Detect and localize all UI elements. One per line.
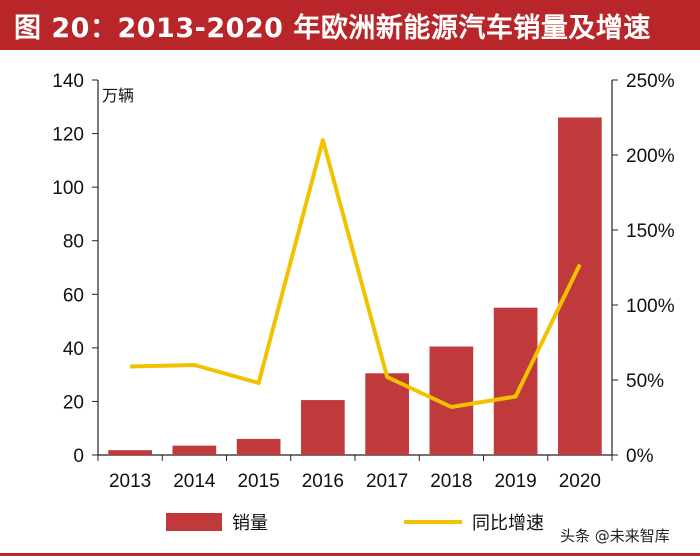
x-tick-label: 2018 xyxy=(430,471,472,492)
bar-sales-2015 xyxy=(236,438,281,455)
y-left-tick-label: 40 xyxy=(63,339,84,360)
y-right-tick-label: 150% xyxy=(626,221,675,242)
bar-sales-2019 xyxy=(493,307,538,455)
bar-series-sales xyxy=(108,117,602,455)
legend: 销量 同比增速 xyxy=(166,513,544,534)
y-right-tick-label: 250% xyxy=(626,71,675,92)
y-left-tick-label: 100 xyxy=(52,178,84,199)
bar-sales-2016 xyxy=(301,400,345,455)
x-axis: 2013 2014 2015 2016 2017 2018 2019 2020 xyxy=(97,454,613,492)
x-tick-label: 2019 xyxy=(494,471,536,492)
y-right-tick-label: 0% xyxy=(626,446,654,467)
y-left-tick-label: 60 xyxy=(63,285,84,306)
legend-swatch-sales xyxy=(166,513,222,531)
y-left-tick-label: 80 xyxy=(63,232,84,253)
y-axis-left: 0 20 40 60 80 100 120 140 xyxy=(52,71,99,467)
x-tick-label: 2020 xyxy=(559,471,601,492)
y-right-tick-label: 200% xyxy=(626,146,675,167)
y-right-tick-label: 50% xyxy=(626,371,664,392)
y-axis-right: 0% 50% 100% 150% 200% 250% xyxy=(611,71,675,467)
legend-label-sales: 销量 xyxy=(232,513,268,534)
watermark-text: 头条 @未来智库 xyxy=(560,525,670,546)
chart-svg: 0 20 40 60 80 100 120 140 0% 50% 100% 150% 200% 250%… xyxy=(52,71,675,534)
x-tick-label: 2013 xyxy=(109,471,151,492)
chart-title: 图 20：2013-2020 年欧洲新能源汽车销量及增速 xyxy=(0,0,700,50)
y-axis-unit-label: 万辆 xyxy=(102,86,134,105)
y-left-tick-label: 140 xyxy=(52,71,84,92)
bar-sales-2017 xyxy=(365,373,409,455)
legend-label-growth: 同比增速 xyxy=(472,513,544,534)
x-tick-label: 2017 xyxy=(366,471,408,492)
growth-line xyxy=(130,138,582,409)
bar-sales-2013 xyxy=(108,450,152,455)
bar-sales-2020 xyxy=(558,117,602,455)
x-tick-label: 2016 xyxy=(302,471,344,492)
bottom-divider xyxy=(0,553,700,556)
line-series-growth xyxy=(130,138,582,409)
bar-sales-2014 xyxy=(172,445,217,455)
y-left-tick-label: 20 xyxy=(63,392,84,413)
y-left-tick-label: 120 xyxy=(52,125,84,146)
y-right-tick-label: 100% xyxy=(626,296,675,317)
x-tick-label: 2014 xyxy=(173,471,216,492)
y-left-tick-label: 0 xyxy=(73,446,84,467)
x-tick-label: 2015 xyxy=(237,471,279,492)
